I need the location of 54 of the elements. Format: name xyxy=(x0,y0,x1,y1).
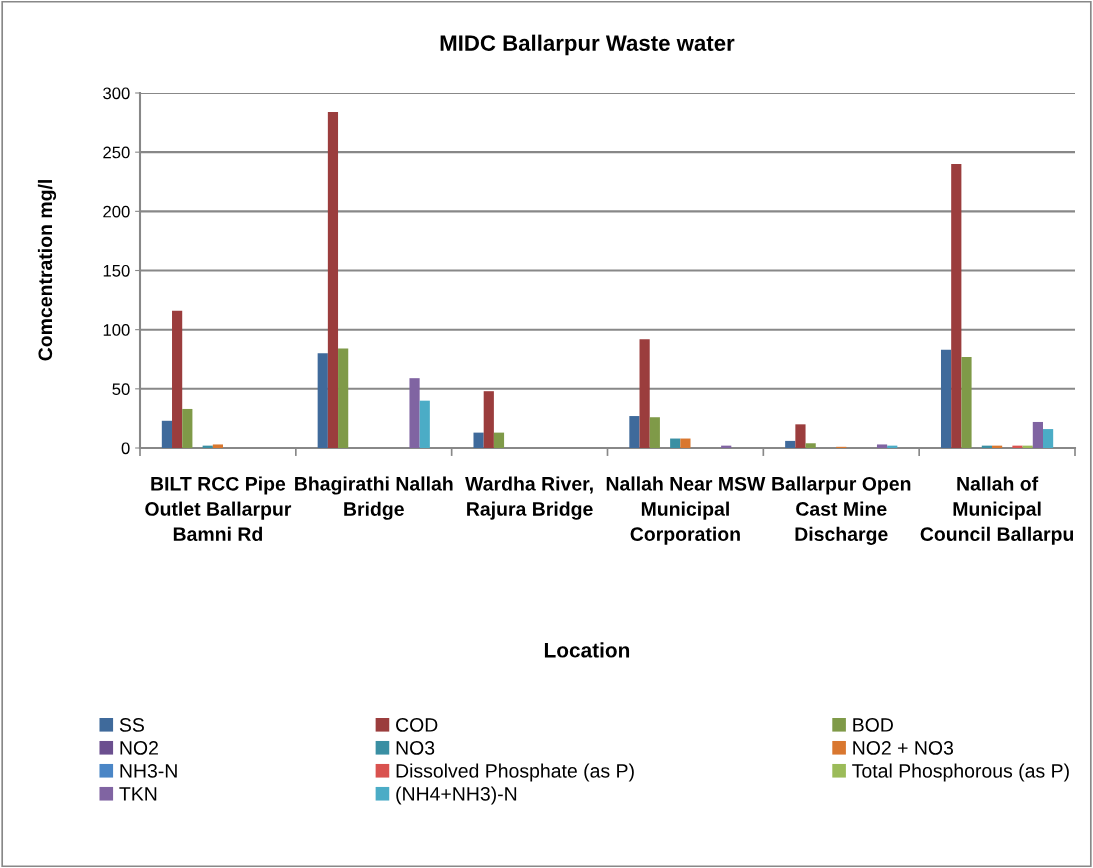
legend-label: NO3 xyxy=(396,741,435,755)
bar xyxy=(649,417,660,448)
y-tick-label: 50 xyxy=(112,383,130,396)
legend-label: (NH4+NH3)-N xyxy=(396,786,517,805)
legend-label: NH3-N xyxy=(120,763,177,778)
bar xyxy=(1042,429,1054,448)
x-tick-label: Nallah of Municipal Council Ballarpu xyxy=(920,476,1074,545)
x-tick-label: Nallah Near MSW Municipal Corporation xyxy=(606,476,766,545)
bar xyxy=(639,339,650,448)
bar xyxy=(409,378,420,448)
bar xyxy=(1012,445,1023,448)
legend-label: BOD xyxy=(853,718,893,732)
bar xyxy=(182,408,193,448)
x-tick-label: BILT RCC Pipe Outlet Ballarpur Bamni Rd xyxy=(145,476,292,542)
legend-label: Dissolved Phosphate (as P) xyxy=(396,763,634,782)
bar xyxy=(161,420,173,448)
bar xyxy=(1032,421,1043,448)
x-tick-label: Wardha River, Rajura Bridge xyxy=(465,476,593,520)
legend-label: COD xyxy=(396,718,438,732)
bar xyxy=(212,444,224,448)
bar xyxy=(795,424,806,448)
y-tick-label: 150 xyxy=(103,264,130,277)
x-axis-title: Location xyxy=(544,642,630,658)
legend-label: NO2 + NO3 xyxy=(853,741,953,755)
y-tick-label: 250 xyxy=(103,146,130,159)
bar xyxy=(317,353,328,448)
bar xyxy=(493,432,505,448)
legend-label: NO2 xyxy=(120,741,158,755)
bar xyxy=(785,440,796,448)
y-tick-label: 200 xyxy=(103,205,130,218)
y-tick-label: 100 xyxy=(103,324,130,336)
bar xyxy=(629,416,640,448)
legend-label: TKN xyxy=(119,787,157,801)
y-axis-title: Comcentration mg/l xyxy=(37,180,57,361)
bar xyxy=(805,443,816,448)
bar xyxy=(680,438,691,448)
bar xyxy=(473,432,484,448)
bar xyxy=(940,349,952,448)
bar xyxy=(961,356,972,448)
bar xyxy=(327,111,339,448)
legend-label: SS xyxy=(119,718,144,732)
x-tick-label: Ballarpur Open Cast Mine Discharge xyxy=(772,476,911,545)
bar xyxy=(172,310,183,448)
bar xyxy=(876,444,888,448)
chart-title: MIDC Ballarpur Waste water xyxy=(440,34,735,56)
y-tick-label: 0 xyxy=(121,442,130,455)
legend-label: Total Phosphorous (as P) xyxy=(852,763,1069,782)
bar xyxy=(483,391,494,448)
bar xyxy=(951,164,962,448)
bar xyxy=(670,438,681,448)
x-tick-label: Bhagirathi Nallah Bridge xyxy=(295,476,453,520)
bar xyxy=(338,348,349,448)
bar xyxy=(419,400,430,448)
y-tick-label: 300 xyxy=(103,87,130,100)
